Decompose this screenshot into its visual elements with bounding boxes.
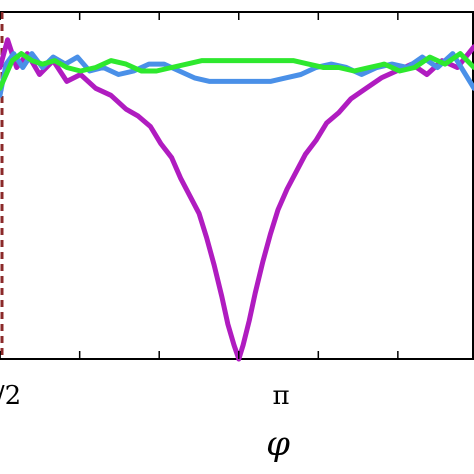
series-line-3 bbox=[0, 51, 474, 91]
x-tick-label-pi: π bbox=[272, 381, 289, 411]
x-tick-label-pi-over-2: π/2 bbox=[0, 381, 21, 411]
x-axis-title: φ bbox=[266, 424, 290, 464]
series-line-1 bbox=[0, 37, 474, 362]
